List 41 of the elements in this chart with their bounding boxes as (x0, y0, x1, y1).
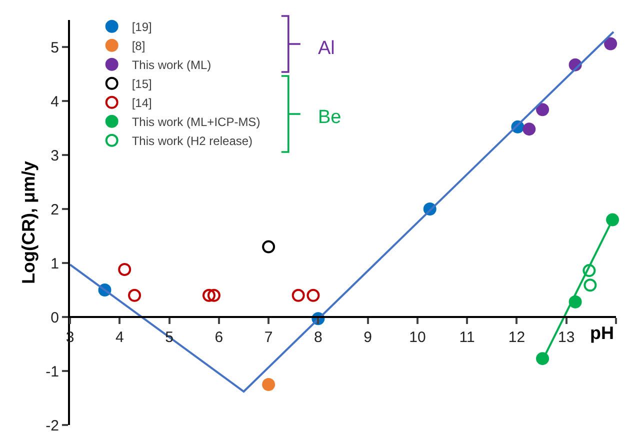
point (262, 378, 276, 391)
annotation: Al (318, 38, 335, 59)
x-tick-label: 10 (409, 329, 426, 346)
point (202, 288, 216, 302)
x-tick-label: 7 (264, 329, 273, 346)
x-tick-label: 8 (314, 329, 322, 346)
y-axis-title: Log(CR), μm/y (18, 160, 38, 284)
point (522, 122, 536, 136)
point (604, 37, 618, 50)
point (118, 262, 132, 276)
point (207, 288, 220, 302)
point (536, 103, 550, 116)
y-tick-label: 5 (50, 39, 59, 56)
y-tick-label: -2 (46, 417, 59, 434)
legend-label: [15] (132, 77, 152, 92)
x-axis-title: pH (590, 323, 614, 343)
x-tick-label: 13 (558, 329, 575, 346)
legend-label: This work (H2 release) (132, 134, 253, 148)
point (584, 278, 597, 292)
annotation: Be (318, 107, 342, 128)
x-tick-label: 4 (115, 329, 124, 346)
y-tick-label: 3 (50, 147, 59, 164)
legend-label: [19] (132, 20, 152, 34)
point (306, 288, 320, 302)
x-tick-label: 12 (508, 329, 526, 346)
legend-label: This work (ML) (132, 58, 212, 72)
legend-label: [14] (132, 96, 152, 110)
y-tick-label: 0 (50, 309, 59, 326)
y-tick-label: 1 (50, 255, 59, 272)
legend-label: This work (ML+ICP-MS) (132, 115, 260, 130)
point (262, 240, 276, 254)
y-tick-label: 2 (50, 201, 59, 218)
x-tick-label: 6 (214, 329, 224, 346)
point (128, 288, 142, 302)
legend-label: [8] (132, 39, 146, 54)
x-tick-label: 11 (459, 329, 475, 346)
point (582, 264, 596, 278)
y-tick-label: 4 (50, 93, 59, 110)
point (292, 288, 305, 302)
y-tick-label: -1 (46, 363, 59, 380)
x-tick-label: 9 (364, 329, 372, 346)
